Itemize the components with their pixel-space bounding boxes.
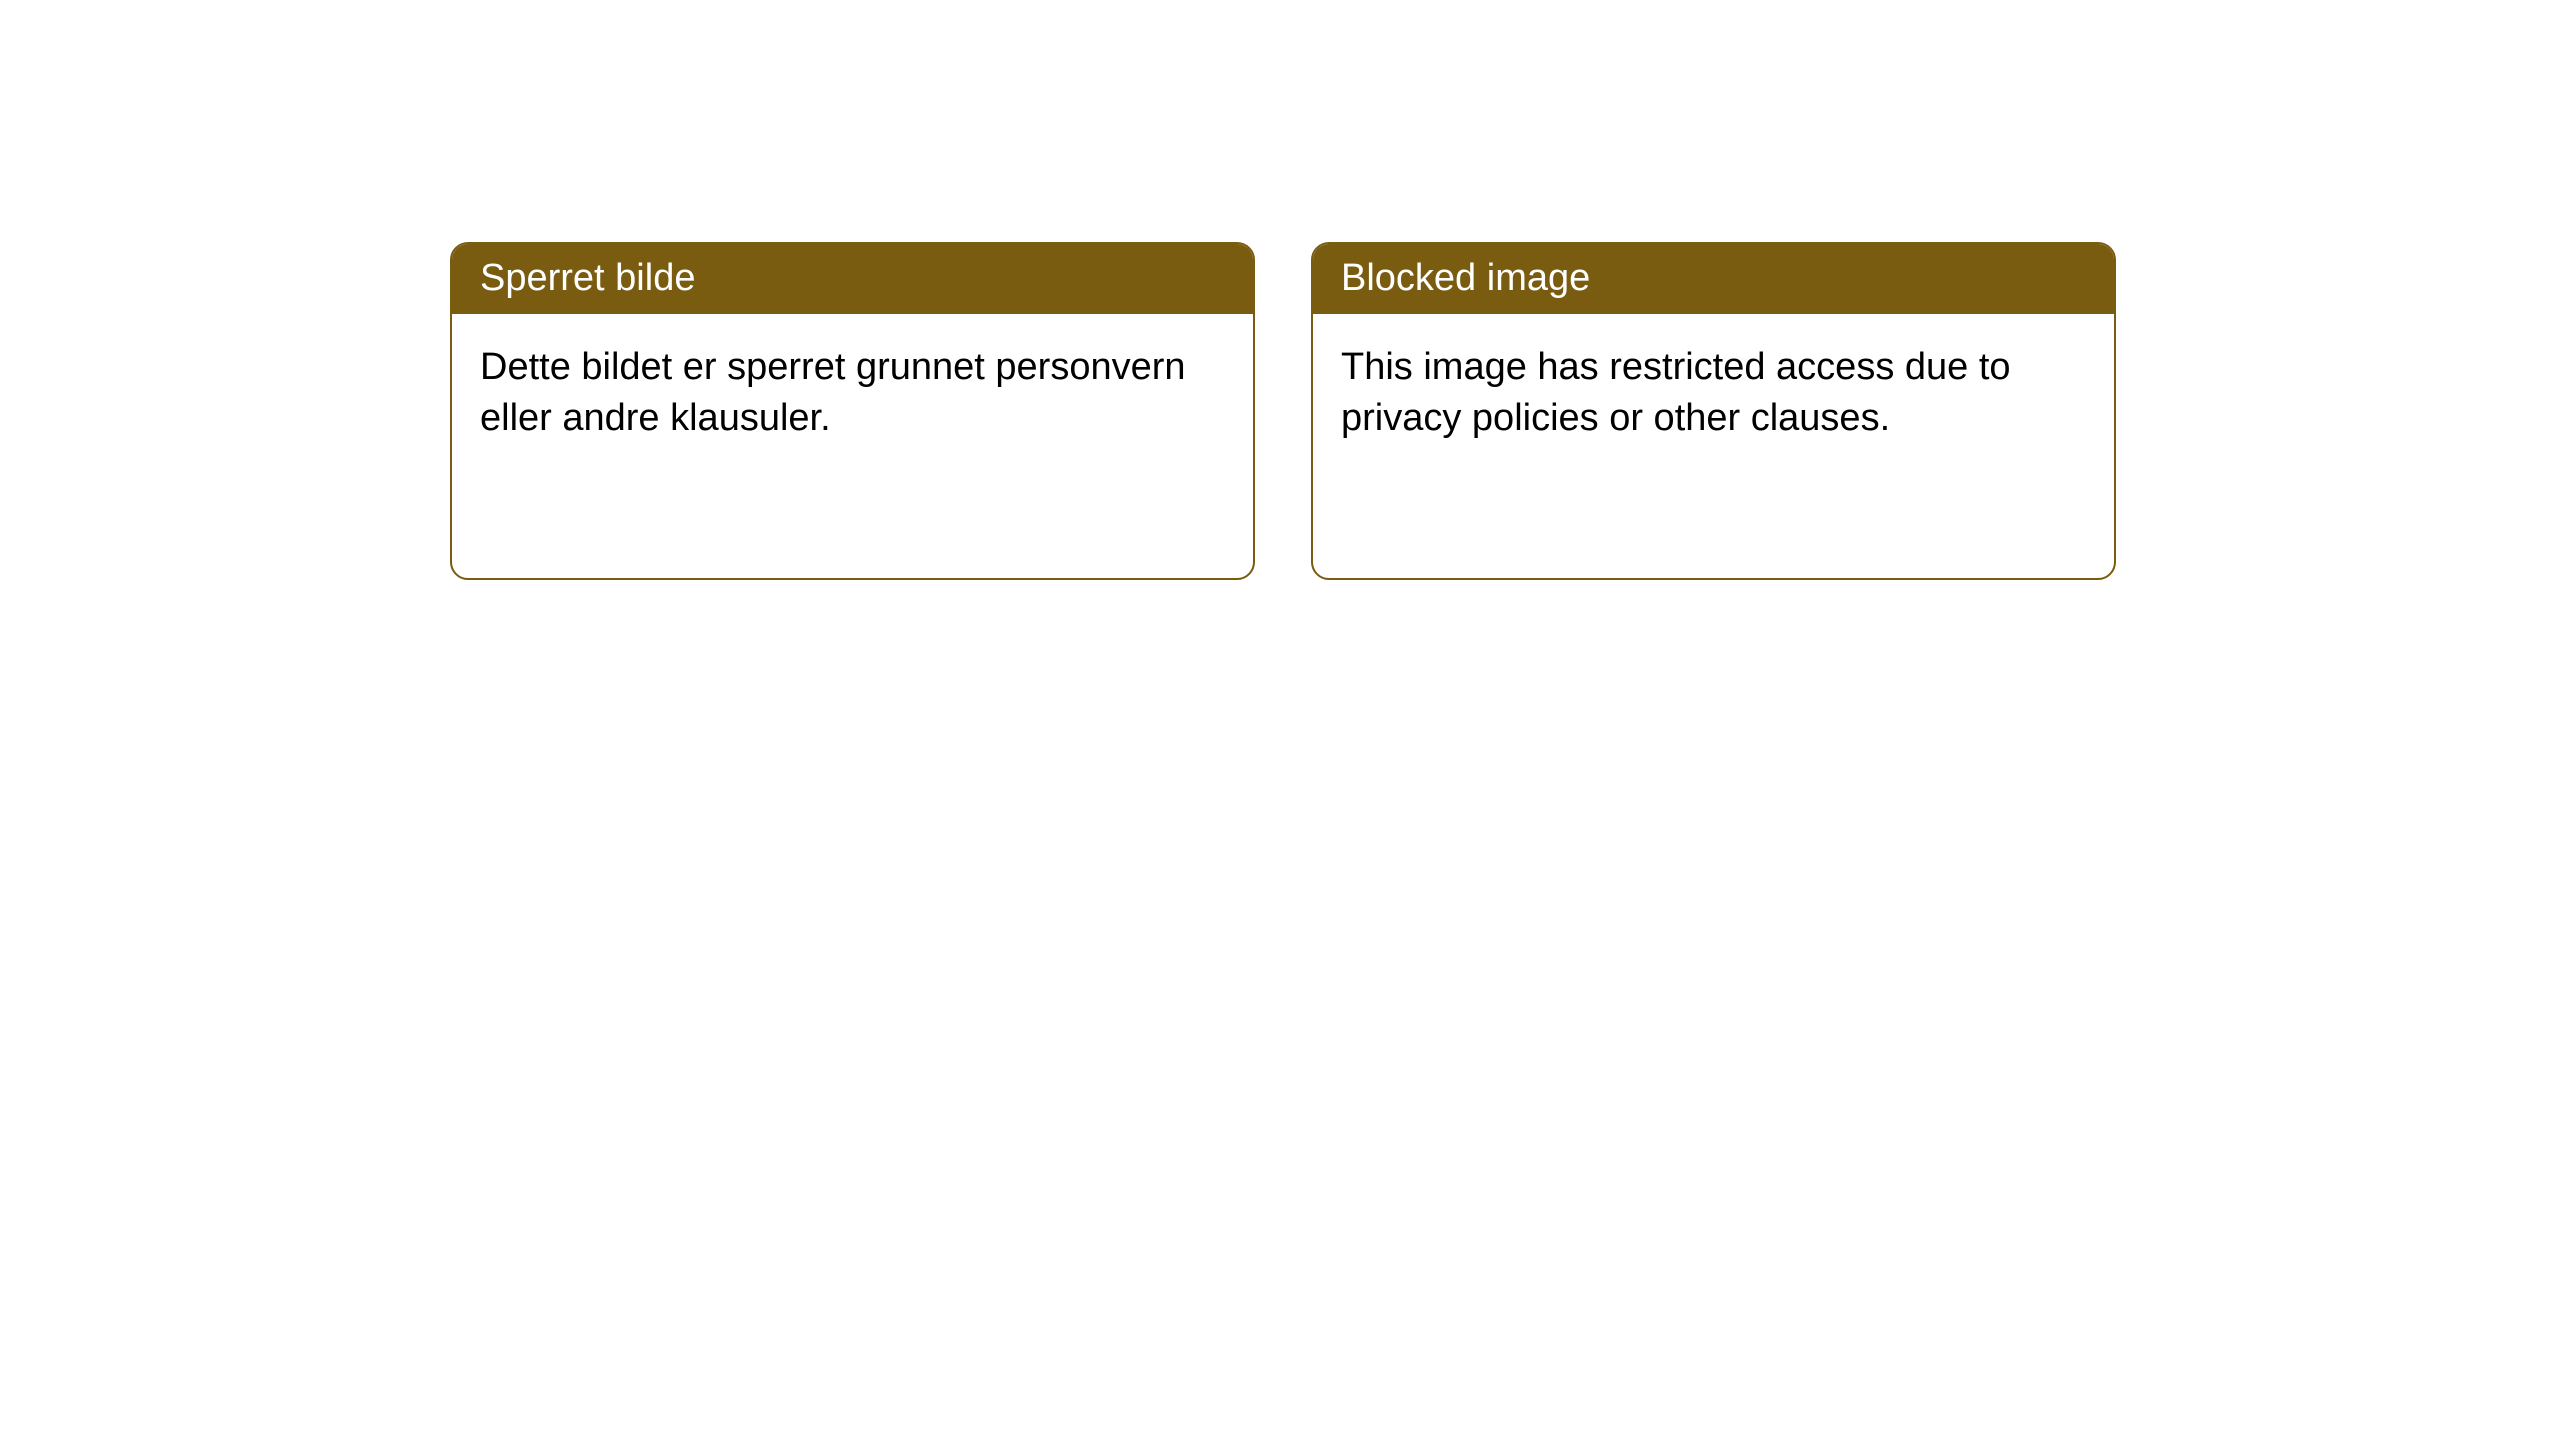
notice-card-title: Blocked image	[1313, 244, 2114, 314]
notice-card-title: Sperret bilde	[452, 244, 1253, 314]
notice-cards-container: Sperret bilde Dette bildet er sperret gr…	[450, 242, 2116, 580]
notice-card-no: Sperret bilde Dette bildet er sperret gr…	[450, 242, 1255, 580]
notice-card-body: Dette bildet er sperret grunnet personve…	[452, 314, 1253, 473]
notice-card-en: Blocked image This image has restricted …	[1311, 242, 2116, 580]
notice-card-body: This image has restricted access due to …	[1313, 314, 2114, 473]
